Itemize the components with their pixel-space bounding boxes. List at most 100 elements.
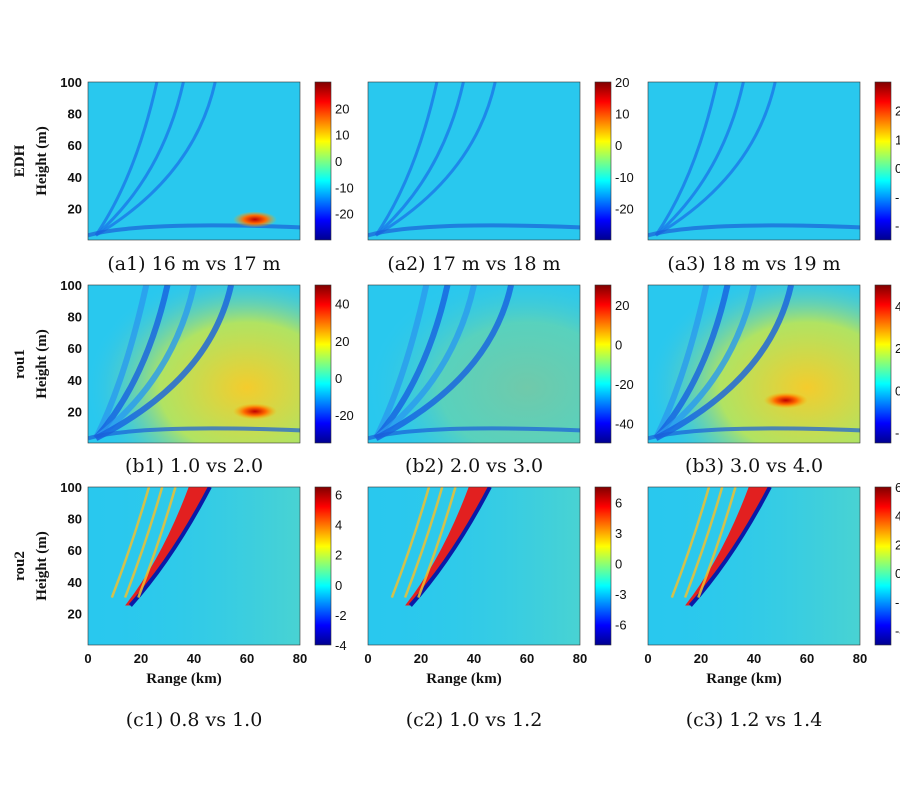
x-tick-label: 60 (800, 651, 814, 666)
fringe-band (375, 82, 497, 237)
y-tick-label: 80 (68, 107, 82, 122)
colorbar-tick-label: -10 (895, 190, 900, 205)
colorbar-tick-label: 0 (615, 138, 622, 153)
panel-a3: 20 10 0 -10 -20 (a3) 18 m vs 19 m (647, 81, 900, 275)
colorbar-tick-label: -20 (335, 408, 354, 423)
colorbar-tick-label: -20 (895, 425, 900, 440)
y-tick-label: 60 (68, 341, 82, 356)
y-tick-label: 20 (68, 404, 82, 419)
y-tick-label: 20 (68, 201, 82, 216)
duct-band (648, 426, 860, 441)
fringe-band (123, 487, 164, 599)
x-tick-label: 80 (293, 651, 307, 666)
duct-band (368, 223, 580, 238)
heatmap-b3 (648, 285, 860, 443)
colorbar-tick-label: 0 (615, 337, 622, 352)
colorbar-tick-label: 20 (895, 104, 900, 119)
panel-caption: (c3) 1.2 vs 1.4 (686, 709, 823, 731)
y-axis-label: Height (m) (34, 531, 50, 601)
row-label: rou2 (12, 551, 28, 581)
colorbar-tick-label: 10 (895, 132, 900, 147)
colorbar-tick-label: 0 (895, 566, 900, 581)
colorbar-tick-label: 10 (615, 107, 629, 122)
fringe-band (94, 285, 197, 441)
colorbar-tick-label: -2 (335, 608, 347, 623)
y-tick-label: 100 (60, 75, 82, 90)
colorbar-tick-label: -20 (335, 207, 354, 222)
plot-area-border (367, 486, 581, 646)
y-tick-label: 40 (68, 373, 82, 388)
panel-caption: (a3) 18 m vs 19 m (667, 253, 840, 275)
heatmap-b1 (88, 285, 300, 443)
colorbar-tick-label: -20 (615, 377, 634, 392)
heatmap-background (368, 82, 580, 240)
fringe-band (373, 285, 430, 440)
colorbar-tick-label: 6 (895, 480, 900, 495)
y-tick-label: 40 (68, 575, 82, 590)
fringe-band (654, 285, 795, 441)
panel-caption: (a1) 16 m vs 17 m (107, 253, 280, 275)
colorbar-tick-label: -4 (895, 624, 900, 639)
heatmap-c3 (648, 487, 860, 645)
plot-area-border (87, 486, 301, 646)
colorbar-tick-label: 0 (335, 578, 342, 593)
x-tick-label: 20 (694, 651, 708, 666)
plot-area-border (87, 81, 301, 241)
plot-area-border (647, 284, 861, 444)
row-label: rou1 (12, 349, 28, 379)
colorbar (874, 81, 892, 241)
fringe-band (654, 82, 745, 237)
x-tick-label: 40 (467, 651, 481, 666)
heatmap-a3 (648, 82, 860, 240)
colorbar-tick-label: 20 (615, 298, 629, 313)
x-tick-label: 0 (364, 651, 371, 666)
panel-caption: (c2) 1.0 vs 1.2 (406, 709, 543, 731)
fringe-band (417, 487, 457, 599)
colorbar-tick-label: -40 (615, 416, 634, 431)
y-tick-label: 100 (60, 278, 82, 293)
colorbar-tick-label: 20 (335, 101, 349, 116)
colorbar (874, 486, 892, 646)
x-tick-label: 40 (187, 651, 201, 666)
colorbar-tick-label: -3 (615, 587, 627, 602)
colorbar-tick-label: 0 (335, 371, 342, 386)
hotspot (763, 392, 808, 409)
fringe-band (94, 82, 185, 237)
x-tick-label: 80 (573, 651, 587, 666)
fringe-band (94, 285, 235, 441)
panel-caption: (a2) 17 m vs 18 m (387, 253, 560, 275)
fringe-band (374, 285, 477, 441)
fringe-band (93, 285, 150, 440)
colorbar-tick-label: 40 (895, 299, 900, 314)
plot-area-border (87, 284, 301, 444)
fringe-band (374, 285, 515, 441)
heatmap-b2 (368, 285, 580, 443)
colorbar-tick-label: -2 (895, 595, 900, 610)
colorbar-tick-label: 2 (895, 537, 900, 552)
plot-area-border (647, 81, 861, 241)
fringe-band (137, 487, 177, 599)
hotspot (232, 211, 277, 228)
y-axis-label: Height (m) (34, 329, 50, 399)
x-tick-label: 20 (414, 651, 428, 666)
colorbar-tick-label: 4 (335, 518, 342, 533)
colorbar-tick-label: -10 (335, 180, 354, 195)
duct-band (648, 223, 860, 238)
fringe-band (654, 285, 757, 441)
fringe-band (374, 82, 465, 237)
colorbar-tick-label: 40 (335, 297, 349, 312)
colorbar-tick-label: -10 (615, 170, 634, 185)
colorbar-tick-label: 0 (335, 154, 342, 169)
fringe-band (670, 487, 711, 599)
panel-a2: 20 10 0 -10 -20 (a2) 17 m vs 18 m (367, 75, 634, 275)
heatmap-c2 (368, 487, 580, 645)
fringe-band (653, 285, 710, 440)
colorbar-tick-label: 20 (335, 334, 349, 349)
colorbar-tick-label: 20 (615, 75, 629, 90)
fringe-band (110, 487, 151, 599)
colorbar-tick-label: 6 (335, 488, 342, 503)
x-tick-label: 80 (853, 651, 867, 666)
